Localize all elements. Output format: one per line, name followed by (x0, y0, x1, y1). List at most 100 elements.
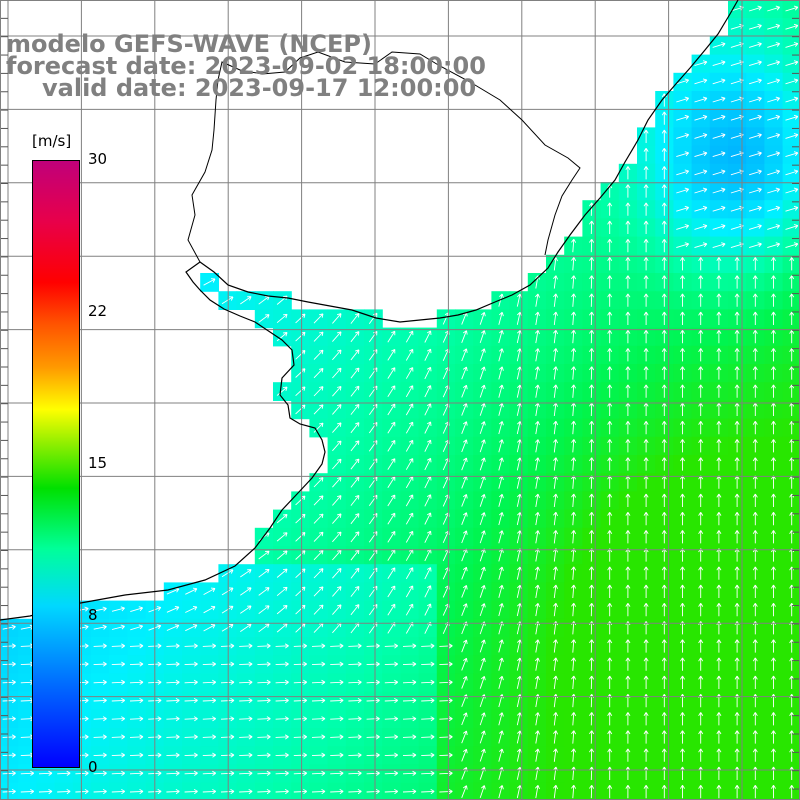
wind-arrow (220, 770, 235, 776)
wind-arrow (589, 748, 595, 762)
wind-arrow (129, 716, 144, 722)
wind-arrow (332, 331, 342, 342)
wind-arrow (771, 639, 776, 653)
colorbar-units: [m/s] (32, 132, 72, 150)
wind-arrow (516, 566, 522, 580)
wind-arrow (571, 257, 577, 271)
wind-arrow (332, 531, 342, 543)
wind-arrow (661, 166, 667, 180)
map-title: modelo GEFS-WAVE (NCEP) (6, 30, 372, 58)
wind-arrow (332, 404, 342, 415)
wind-arrow (330, 643, 344, 649)
wind-arrow (771, 420, 776, 435)
wind-arrow (258, 587, 270, 596)
wind-arrow (589, 238, 595, 253)
wind-arrow (661, 384, 667, 398)
wind-arrow (461, 421, 468, 434)
wind-arrow (771, 511, 776, 526)
wind-arrow (643, 657, 649, 671)
wind-arrow (461, 748, 468, 762)
wind-arrow (625, 511, 631, 526)
wind-arrow (752, 712, 758, 726)
wind-arrow (402, 770, 417, 776)
wind-arrow (643, 147, 649, 162)
wind-arrow (680, 457, 685, 471)
wind-arrow (421, 643, 435, 649)
wind-arrow (220, 789, 235, 795)
wind-arrow (166, 643, 180, 649)
wind-arrow (257, 679, 271, 685)
wind-arrow (771, 675, 776, 689)
wind-arrow (734, 675, 740, 689)
wind-arrow (748, 151, 762, 158)
wind-arrow (185, 624, 198, 632)
wind-arrow (313, 477, 324, 488)
wind-arrow (712, 133, 726, 139)
wind-arrow (712, 205, 726, 212)
wind-arrow (767, 42, 781, 48)
wind-arrow (661, 348, 667, 362)
wind-arrow (661, 639, 667, 653)
wind-arrow (311, 679, 326, 685)
wind-arrow (332, 495, 342, 506)
wind-arrow (571, 384, 577, 398)
wind-arrow (785, 187, 799, 194)
wind-arrow (734, 384, 740, 398)
wind-arrow (694, 78, 708, 85)
wind-arrow (734, 257, 740, 271)
wind-arrow (276, 550, 288, 560)
wind-arrow (257, 643, 271, 649)
wind-arrow (313, 367, 324, 379)
wind-arrow (479, 785, 486, 799)
wind-arrow (166, 661, 180, 667)
wind-arrow (553, 784, 559, 799)
wind-arrow (748, 78, 762, 85)
wind-arrow (166, 679, 180, 685)
wind-arrow (643, 257, 649, 271)
wind-arrow (534, 402, 540, 416)
wind-arrow (571, 657, 577, 671)
wind-arrow (350, 331, 360, 343)
wind-arrow (258, 314, 270, 323)
wind-arrow (20, 789, 35, 795)
wind-arrow (607, 202, 613, 216)
wind-arrow (625, 275, 631, 289)
wind-arrow (387, 403, 396, 416)
wind-arrow (625, 712, 631, 726)
wind-arrow (752, 493, 758, 507)
wind-arrow (534, 566, 540, 580)
wind-arrow (166, 606, 180, 613)
wind-arrow (676, 78, 690, 85)
wind-arrow (111, 734, 126, 740)
wind-arrow (439, 734, 453, 740)
wind-arrow (516, 457, 522, 471)
wind-arrow (366, 679, 380, 685)
wind-arrow (221, 623, 234, 632)
wind-arrow (461, 730, 468, 744)
wind-arrow (571, 730, 577, 744)
wind-arrow (184, 661, 198, 667)
wind-arrow (607, 366, 613, 380)
wind-arrow (239, 679, 253, 685)
wind-arrow (405, 476, 414, 489)
wind-arrow (661, 493, 667, 507)
wind-arrow (771, 657, 776, 671)
wind-arrow (698, 657, 704, 671)
wind-arrow (553, 730, 559, 744)
wind-arrow (350, 440, 360, 452)
wind-arrow (384, 752, 399, 758)
wind-arrow (607, 730, 613, 744)
wind-arrow (184, 770, 198, 776)
wind-arrow (694, 114, 708, 121)
wind-arrow (111, 789, 126, 795)
wind-arrow (767, 205, 781, 212)
wind-arrow (498, 584, 504, 598)
wind-arrow (384, 661, 399, 667)
wind-arrow (330, 698, 344, 704)
wind-arrow (166, 698, 180, 704)
wind-arrow (698, 730, 704, 744)
wind-arrow (716, 439, 722, 453)
wind-arrow (498, 639, 504, 653)
wind-arrow (534, 384, 540, 398)
wind-arrow (643, 712, 649, 726)
